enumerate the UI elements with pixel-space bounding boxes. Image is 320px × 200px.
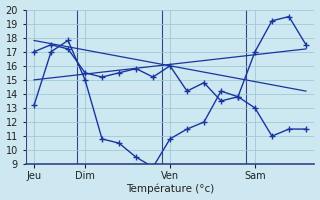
X-axis label: Température (°c): Température (°c) [126, 184, 214, 194]
